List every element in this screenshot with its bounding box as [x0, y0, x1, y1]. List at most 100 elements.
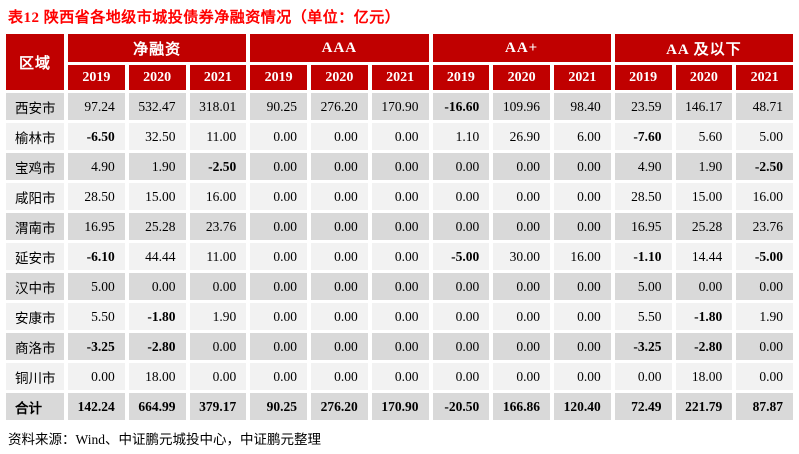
value-cell: 26.90: [493, 123, 550, 150]
value-cell: 0.00: [736, 333, 793, 360]
value-cell: 1.90: [189, 303, 247, 330]
region-cell: 宝鸡市: [6, 153, 64, 180]
table-row: 铜川市 0.00 18.00 0.00 0.00 0.00 0.00 0.00 0.00 0.00…: [6, 363, 793, 390]
value-cell: -2.50: [189, 153, 247, 180]
value-cell: 0.00: [432, 333, 490, 360]
value-cell: 4.90: [68, 153, 125, 180]
value-cell: 0.00: [493, 303, 550, 330]
value-cell: 0.00: [554, 213, 611, 240]
value-cell: 170.90: [371, 393, 429, 420]
value-cell: 0.00: [311, 363, 368, 390]
value-cell: 0.00: [432, 153, 490, 180]
value-cell: 0.00: [371, 123, 429, 150]
region-cell: 延安市: [6, 243, 64, 270]
value-cell: -3.25: [68, 333, 125, 360]
value-cell: 98.40: [554, 93, 611, 120]
value-cell: 72.49: [614, 393, 672, 420]
value-cell: 1.10: [432, 123, 490, 150]
year-header: 2020: [493, 65, 550, 90]
table-row: 宝鸡市 4.90 1.90 -2.50 0.00 0.00 0.00 0.00 0.00 0.00…: [6, 153, 793, 180]
value-cell: 379.17: [189, 393, 247, 420]
value-cell: 6.00: [554, 123, 611, 150]
value-cell: 5.50: [614, 303, 672, 330]
table-row: 咸阳市 28.50 15.00 16.00 0.00 0.00 0.00 0.00 0.00 0.…: [6, 183, 793, 210]
value-cell: 276.20: [311, 393, 368, 420]
value-cell: 0.00: [311, 123, 368, 150]
value-cell: 18.00: [675, 363, 733, 390]
value-cell: 0.00: [371, 213, 429, 240]
value-cell: 28.50: [614, 183, 672, 210]
value-cell: 0.00: [554, 183, 611, 210]
value-cell: 532.47: [128, 93, 186, 120]
value-cell: -5.00: [432, 243, 490, 270]
region-cell: 商洛市: [6, 333, 64, 360]
table-row: 延安市 -6.10 44.44 11.00 0.00 0.00 0.00 -5.00 30.00…: [6, 243, 793, 270]
value-cell: 0.00: [371, 153, 429, 180]
value-cell: 1.90: [128, 153, 186, 180]
value-cell: 16.95: [68, 213, 125, 240]
value-cell: 276.20: [311, 93, 368, 120]
value-cell: 0.00: [250, 363, 307, 390]
value-cell: 0.00: [250, 153, 307, 180]
value-cell: 0.00: [311, 183, 368, 210]
value-cell: 0.00: [371, 363, 429, 390]
value-cell: 0.00: [554, 333, 611, 360]
value-cell: 90.25: [250, 93, 307, 120]
value-cell: 5.50: [68, 303, 125, 330]
value-cell: 0.00: [250, 333, 307, 360]
value-cell: 16.00: [189, 183, 247, 210]
region-cell: 咸阳市: [6, 183, 64, 210]
value-cell: 142.24: [68, 393, 125, 420]
year-header: 2021: [371, 65, 429, 90]
value-cell: 0.00: [311, 153, 368, 180]
value-cell: 16.00: [554, 243, 611, 270]
year-header: 2019: [250, 65, 307, 90]
value-cell: 0.00: [675, 273, 733, 300]
value-cell: -2.50: [736, 153, 793, 180]
value-cell: 0.00: [371, 243, 429, 270]
value-cell: 0.00: [432, 303, 490, 330]
value-cell: 0.00: [493, 363, 550, 390]
value-cell: 14.44: [675, 243, 733, 270]
value-cell: -6.10: [68, 243, 125, 270]
value-cell: 1.90: [675, 153, 733, 180]
value-cell: 5.60: [675, 123, 733, 150]
value-cell: 0.00: [554, 153, 611, 180]
value-cell: 4.90: [614, 153, 672, 180]
value-cell: 0.00: [371, 333, 429, 360]
value-cell: 0.00: [371, 183, 429, 210]
value-cell: 0.00: [493, 333, 550, 360]
value-cell: 48.71: [736, 93, 793, 120]
region-cell: 西安市: [6, 93, 64, 120]
value-cell: 5.00: [68, 273, 125, 300]
value-cell: 0.00: [250, 303, 307, 330]
value-cell: 0.00: [250, 273, 307, 300]
value-cell: 0.00: [736, 363, 793, 390]
value-cell: 0.00: [311, 333, 368, 360]
value-cell: 0.00: [554, 273, 611, 300]
value-cell: 23.76: [189, 213, 247, 240]
table-row: 商洛市 -3.25 -2.80 0.00 0.00 0.00 0.00 0.00 0.00 0.0…: [6, 333, 793, 360]
value-cell: 170.90: [371, 93, 429, 120]
value-cell: -3.25: [614, 333, 672, 360]
year-header: 2021: [554, 65, 611, 90]
region-cell: 榆林市: [6, 123, 64, 150]
value-cell: 0.00: [371, 273, 429, 300]
value-cell: 0.00: [311, 213, 368, 240]
value-cell: 15.00: [128, 183, 186, 210]
value-cell: 16.95: [614, 213, 672, 240]
value-cell: 109.96: [493, 93, 550, 120]
group-header-aa-below: AA 及以下: [614, 34, 793, 62]
value-cell: 146.17: [675, 93, 733, 120]
value-cell: 0.00: [554, 363, 611, 390]
value-cell: -5.00: [736, 243, 793, 270]
value-cell: 44.44: [128, 243, 186, 270]
value-cell: 0.00: [128, 273, 186, 300]
value-cell: 87.87: [736, 393, 793, 420]
value-cell: 318.01: [189, 93, 247, 120]
year-header: 2019: [614, 65, 672, 90]
value-cell: 16.00: [736, 183, 793, 210]
value-cell: 15.00: [675, 183, 733, 210]
source-note: 资料来源：Wind、中证鹏元城投中心，中证鹏元整理: [8, 432, 321, 447]
